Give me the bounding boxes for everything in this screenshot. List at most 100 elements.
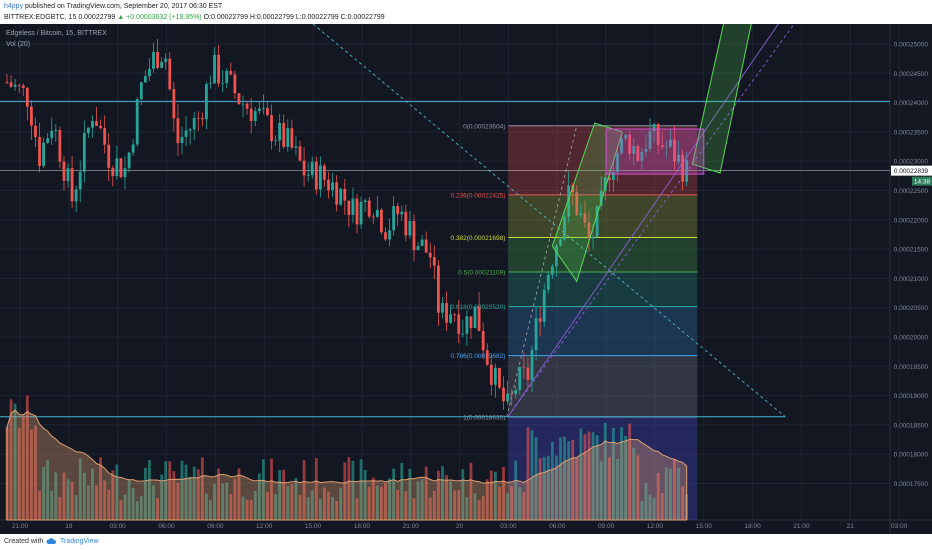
candle-body <box>677 154 680 162</box>
volume-bar <box>225 482 229 520</box>
volume-bar <box>579 428 583 520</box>
candle-body <box>624 134 628 139</box>
volume-bar <box>571 439 575 520</box>
candle-body <box>363 200 367 203</box>
candle-body <box>50 130 54 139</box>
candle-body <box>555 245 558 267</box>
volume-bar <box>196 469 200 520</box>
volume-bar <box>567 441 571 520</box>
y-tick-label: 0.00018000 <box>894 452 929 459</box>
volume-bar <box>628 423 632 520</box>
x-tick-label: 15:00 <box>696 523 713 530</box>
volume-bar <box>636 455 640 520</box>
candle-body <box>510 393 514 395</box>
candle-body <box>644 148 648 152</box>
chart-background <box>0 24 932 534</box>
open-value: 0.00022799 <box>210 14 248 21</box>
candle-body <box>453 314 457 316</box>
candle-body <box>603 177 607 191</box>
candle-body <box>82 133 86 172</box>
y-tick-label: 0.00018500 <box>894 422 929 429</box>
open-label: O: <box>203 14 211 21</box>
candle-body <box>640 151 644 161</box>
candle-body <box>660 144 664 148</box>
price-chart[interactable]: 0.00025000 0.00024500 0.00024000 0.00023500… <box>0 24 932 534</box>
volume-bar <box>542 456 546 520</box>
fib-level-label: 0.5(0.00021109) <box>458 270 505 277</box>
candle-body <box>46 138 50 143</box>
volume-bar <box>70 481 74 520</box>
candle-body <box>38 137 41 166</box>
volume-bar <box>436 470 440 520</box>
volume-bar <box>400 462 404 520</box>
candle-body <box>392 206 396 231</box>
volume-bar <box>38 490 41 520</box>
volume-bar <box>664 467 668 520</box>
y-tick-label: 0.00019000 <box>894 393 929 400</box>
volume-bar <box>514 460 518 520</box>
candle-body <box>270 115 273 142</box>
volume-bar <box>245 499 249 520</box>
volume-bar <box>241 496 245 520</box>
volume-bar <box>66 479 70 520</box>
candle-body <box>266 108 269 116</box>
volume-bar <box>498 486 501 520</box>
username-link[interactable]: h4ppy <box>4 3 24 10</box>
volume-bar <box>591 432 595 520</box>
time-tag <box>912 176 932 186</box>
volume-bar <box>428 497 432 520</box>
volume-bar <box>115 464 119 520</box>
volume-bar <box>213 483 216 520</box>
candle-body <box>135 99 139 145</box>
candle-body <box>384 232 387 240</box>
chart-area[interactable]: 0.00025000 0.00024500 0.00024000 0.00023500… <box>0 24 932 534</box>
volume-bar <box>266 491 269 520</box>
y-tick-label: 0.00023000 <box>894 159 929 166</box>
volume-bar <box>392 468 396 520</box>
volume-bar <box>681 486 684 520</box>
volume-bar <box>184 464 188 520</box>
candle-body <box>17 84 21 86</box>
candle-body <box>241 103 245 105</box>
candle-body <box>620 138 623 154</box>
volume-bar <box>278 469 282 520</box>
fib-zone <box>508 194 698 238</box>
volume-bar <box>139 496 143 520</box>
volume-bar <box>644 483 648 520</box>
volume-bar <box>34 425 37 520</box>
price-tag <box>891 165 932 176</box>
candle-body <box>351 198 355 215</box>
volume-bar <box>453 490 457 520</box>
volume-bar <box>172 471 176 520</box>
volume-bar <box>550 441 554 520</box>
candle-body <box>388 230 391 240</box>
volume-bar <box>160 474 164 520</box>
volume-bar <box>107 489 111 520</box>
candle-body <box>306 175 310 176</box>
y-tick-label: 0.00024000 <box>894 100 929 107</box>
volume-bar <box>310 490 314 520</box>
flag-channel <box>551 122 623 283</box>
volume-bar <box>599 460 603 520</box>
candle-body <box>168 58 172 90</box>
candle-body <box>595 205 599 237</box>
candle-body <box>188 129 192 131</box>
volume-bar <box>327 491 330 520</box>
fib-zone <box>508 237 698 273</box>
volume-bar <box>469 462 473 520</box>
volume-bar <box>396 489 400 520</box>
candle-body <box>95 121 98 126</box>
candle-body <box>432 257 436 266</box>
tradingview-link[interactable]: TradingView <box>60 538 99 545</box>
volume-bar <box>209 500 212 520</box>
volume-bar <box>9 399 13 520</box>
volume-bar <box>522 491 526 520</box>
candle-body <box>514 390 518 395</box>
x-tick-label: 18:00 <box>744 523 761 530</box>
volume-bar <box>355 498 359 520</box>
candle-body <box>400 211 404 215</box>
candle-body <box>156 52 159 68</box>
candle-body <box>119 158 123 178</box>
volume-bar <box>432 491 436 520</box>
candle-body <box>673 139 676 162</box>
